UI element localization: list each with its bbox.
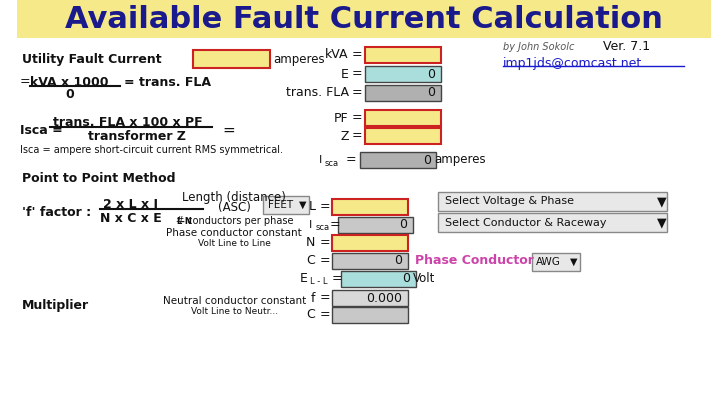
Text: =: = bbox=[319, 291, 330, 304]
Text: =: = bbox=[352, 87, 363, 99]
Text: Isca =: Isca = bbox=[20, 123, 63, 137]
FancyBboxPatch shape bbox=[193, 50, 269, 68]
Text: Neutral conductor constant: Neutral conductor constant bbox=[162, 296, 306, 306]
Text: 0: 0 bbox=[394, 255, 402, 268]
Text: Available Fault Current Calculation: Available Fault Current Calculation bbox=[65, 5, 663, 33]
Text: ▼: ▼ bbox=[657, 216, 666, 229]
Text: 0: 0 bbox=[427, 87, 435, 99]
Text: C: C bbox=[306, 308, 315, 321]
Text: Length (distance): Length (distance) bbox=[182, 191, 286, 204]
FancyBboxPatch shape bbox=[331, 307, 408, 323]
Text: I: I bbox=[319, 155, 322, 165]
Text: transformer Z: transformer Z bbox=[88, 130, 186, 143]
FancyBboxPatch shape bbox=[17, 0, 711, 38]
FancyBboxPatch shape bbox=[365, 85, 441, 101]
Text: Multiplier: Multiplier bbox=[22, 298, 89, 311]
Text: 'f' factor :: 'f' factor : bbox=[22, 206, 91, 219]
FancyBboxPatch shape bbox=[365, 47, 441, 63]
Text: ▼: ▼ bbox=[570, 257, 577, 267]
Text: Select Conductor & Raceway: Select Conductor & Raceway bbox=[445, 217, 606, 227]
Text: N: N bbox=[306, 237, 315, 250]
FancyBboxPatch shape bbox=[341, 271, 416, 287]
Text: amperes: amperes bbox=[274, 53, 325, 66]
Text: Isca = ampere short-circuit current RMS symmetrical.: Isca = ampere short-circuit current RMS … bbox=[20, 145, 282, 155]
FancyBboxPatch shape bbox=[331, 290, 408, 306]
Text: =: = bbox=[331, 273, 342, 285]
FancyBboxPatch shape bbox=[331, 199, 408, 215]
Text: =: = bbox=[352, 130, 363, 143]
Text: =: = bbox=[319, 237, 330, 250]
Text: E: E bbox=[341, 67, 349, 81]
Text: E: E bbox=[300, 273, 308, 285]
Text: 0: 0 bbox=[65, 89, 74, 102]
Text: Volt Line to Line: Volt Line to Line bbox=[198, 239, 271, 247]
FancyBboxPatch shape bbox=[360, 152, 437, 168]
Text: trans. FLA: trans. FLA bbox=[286, 87, 349, 99]
Text: L - L: L - L bbox=[309, 278, 327, 286]
Text: Phase Conductor: Phase Conductor bbox=[414, 255, 534, 268]
Text: =: = bbox=[346, 153, 357, 166]
Text: =: = bbox=[319, 308, 330, 321]
FancyBboxPatch shape bbox=[263, 196, 309, 214]
Text: ▼: ▼ bbox=[299, 200, 306, 210]
Text: =: = bbox=[352, 112, 363, 125]
Text: kVA x 1000: kVA x 1000 bbox=[30, 76, 108, 89]
Text: Ver. 7.1: Ver. 7.1 bbox=[604, 41, 651, 54]
Text: kVA: kVA bbox=[325, 48, 349, 61]
Text: I: I bbox=[309, 220, 312, 230]
Text: L-N: L-N bbox=[176, 217, 192, 225]
FancyBboxPatch shape bbox=[331, 253, 408, 269]
Text: 0: 0 bbox=[427, 67, 435, 81]
Text: Volt: Volt bbox=[413, 273, 435, 285]
Text: =: = bbox=[352, 48, 363, 61]
Text: L: L bbox=[309, 201, 315, 214]
Text: f: f bbox=[311, 291, 315, 304]
FancyBboxPatch shape bbox=[365, 128, 441, 144]
Text: (ASC): (ASC) bbox=[218, 201, 250, 214]
Text: =: = bbox=[352, 67, 363, 81]
Text: ▼: ▼ bbox=[657, 195, 666, 208]
Text: amperes: amperes bbox=[435, 153, 486, 166]
Text: trans. FLA x 100 x PF: trans. FLA x 100 x PF bbox=[53, 115, 202, 128]
Text: 0: 0 bbox=[402, 273, 410, 285]
Text: 0.000: 0.000 bbox=[366, 291, 402, 304]
Text: 0: 0 bbox=[423, 153, 431, 166]
Text: =: = bbox=[319, 255, 330, 268]
Text: N x C x E: N x C x E bbox=[100, 212, 162, 224]
FancyBboxPatch shape bbox=[339, 217, 413, 233]
FancyBboxPatch shape bbox=[331, 235, 408, 251]
FancyBboxPatch shape bbox=[438, 213, 668, 232]
Text: imp1jds@comcast.net: imp1jds@comcast.net bbox=[503, 56, 643, 69]
Text: PF: PF bbox=[334, 112, 349, 125]
Text: =: = bbox=[330, 219, 340, 232]
Text: Z: Z bbox=[340, 130, 349, 143]
Text: Phase conductor constant: Phase conductor constant bbox=[167, 228, 302, 238]
Text: sca: sca bbox=[315, 224, 330, 232]
Text: # conductors per phase: # conductors per phase bbox=[175, 216, 293, 226]
Text: =: = bbox=[222, 122, 234, 138]
Text: Volt Line to Neutr...: Volt Line to Neutr... bbox=[191, 306, 278, 316]
Text: AWG: AWG bbox=[536, 257, 561, 267]
Text: =: = bbox=[20, 76, 31, 89]
FancyBboxPatch shape bbox=[532, 253, 579, 271]
Text: 2 x L x I: 2 x L x I bbox=[103, 197, 158, 211]
Text: Utility Fault Current: Utility Fault Current bbox=[22, 54, 161, 66]
Text: = trans. FLA: = trans. FLA bbox=[124, 76, 210, 89]
FancyBboxPatch shape bbox=[365, 110, 441, 126]
Text: 0: 0 bbox=[399, 219, 407, 232]
FancyBboxPatch shape bbox=[438, 192, 668, 211]
Text: by John Sokolc: by John Sokolc bbox=[503, 42, 574, 52]
Text: Point to Point Method: Point to Point Method bbox=[22, 171, 175, 184]
FancyBboxPatch shape bbox=[17, 38, 711, 418]
Text: sca: sca bbox=[325, 158, 339, 168]
Text: C: C bbox=[306, 255, 315, 268]
FancyBboxPatch shape bbox=[365, 66, 441, 82]
Text: Select Voltage & Phase: Select Voltage & Phase bbox=[445, 196, 574, 206]
Text: FEET: FEET bbox=[268, 200, 293, 210]
Text: =: = bbox=[319, 201, 330, 214]
